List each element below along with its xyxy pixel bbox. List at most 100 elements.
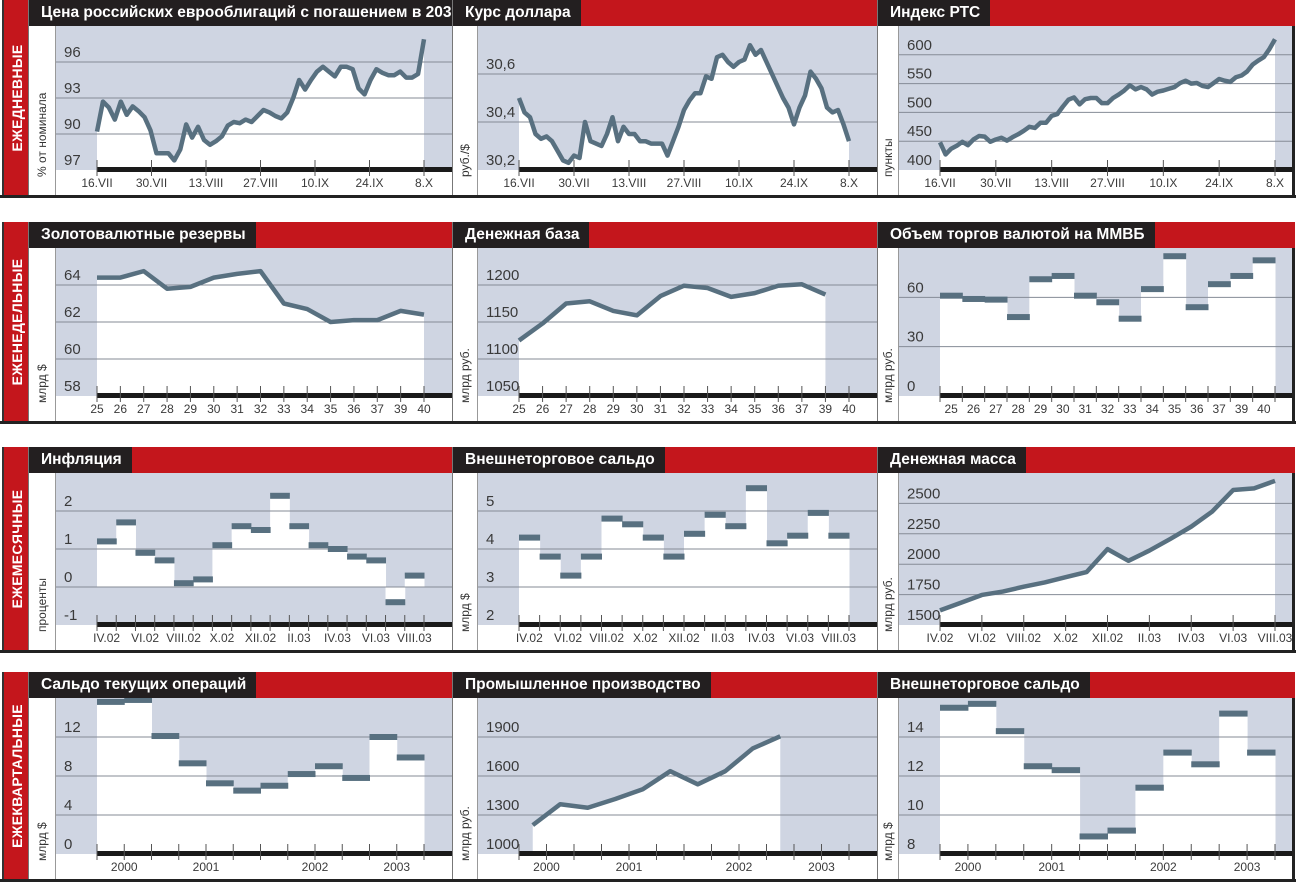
bar-level — [135, 549, 156, 556]
x-tick-label: 35 — [324, 402, 338, 416]
x-tick-label: 35 — [1168, 402, 1182, 416]
x-axis-area — [56, 854, 453, 879]
chart-panel: Внешнеторговое сальдо млрд $ 2 3 4 5 IV.02 VI.0… — [452, 447, 878, 650]
x-tick-label: 16.VII — [924, 176, 955, 190]
x-tick-label: 31 — [1078, 402, 1092, 416]
chart-panel: Инфляция проценты -1 0 1 2 IV.02 VI.02 VIII.02 X.… — [28, 447, 453, 650]
y-axis-label: % от номинала — [35, 92, 49, 177]
x-tick-label: 8.X — [840, 176, 858, 190]
y-axis-label-strip: млрд руб. — [878, 473, 899, 650]
section-divider — [0, 195, 1296, 198]
chart-title: Цена российских еврооблигаций с погашени… — [29, 0, 484, 26]
bar-level — [984, 296, 1008, 303]
y-tick-label: 14 — [907, 719, 924, 736]
x-tick-label: VI.02 — [131, 631, 159, 645]
chart-plot: 8 10 12 14 2000 2001 2002 2003 — [899, 698, 1295, 879]
y-tick-label: 2250 — [907, 516, 940, 533]
bar-level — [807, 509, 829, 516]
x-tick-label: 16.VII — [81, 176, 112, 190]
bar-fill — [1141, 289, 1164, 396]
bar-fill — [1074, 295, 1097, 396]
y-axis-label: млрд руб. — [881, 577, 895, 632]
bar-fill — [231, 526, 252, 587]
x-tick-label: 29 — [607, 402, 621, 416]
y-tick-label: 1750 — [907, 577, 940, 594]
x-tick-label: 36 — [347, 402, 361, 416]
x-tick-label: IV.02 — [93, 631, 120, 645]
bar-fill — [1163, 752, 1192, 854]
y-tick-label: 400 — [907, 152, 932, 169]
bar-fill — [1107, 830, 1136, 854]
x-tick-label: II.03 — [1138, 631, 1162, 645]
section-row: ЕЖЕКВАРТАЛЬНЫЕ Сальдо текущих операций млр… — [0, 672, 1296, 882]
x-tick-label: 2003 — [808, 860, 835, 874]
bar-fill — [270, 495, 290, 587]
bar-fill — [124, 699, 152, 854]
section-row: ЕЖЕНЕДЕЛЬНЫЕ Золотовалютные резервы млрд $… — [0, 222, 1296, 424]
x-axis-baseline — [519, 393, 878, 398]
y-tick-label: 600 — [907, 37, 932, 54]
y-axis-label-strip: руб./$ — [453, 26, 478, 195]
y-axis-label-strip: млрд $ — [29, 698, 56, 879]
section-label: ЕЖЕКВАРТАЛЬНЫЕ — [9, 704, 25, 848]
x-tick-label: 24.IX — [780, 176, 808, 190]
bar-level — [1191, 761, 1220, 768]
x-tick-label: 27 — [559, 402, 573, 416]
chart-panel: Объем торгов валютой на ММВБ млрд руб. 0 30… — [877, 222, 1295, 421]
y-axis-label-strip: млрд $ — [878, 698, 899, 879]
y-tick-label: 1100 — [486, 341, 518, 358]
bar-level — [725, 523, 747, 530]
y-axis-label: млрд $ — [35, 364, 49, 403]
bar-fill — [940, 295, 963, 396]
chart-title-bar: Промышленное производство — [453, 672, 878, 698]
x-tick-label: 2001 — [1038, 860, 1065, 874]
bar-fill — [369, 737, 398, 854]
chart-panel: Промышленное производство млрд руб. 1000 13… — [452, 672, 878, 879]
x-tick-label: 39 — [394, 402, 408, 416]
bar-fill — [519, 537, 541, 625]
x-axis-area — [899, 396, 1295, 421]
section-row: ЕЖЕМЕСЯЧНЫЕ Инфляция проценты -1 0 1 2 IV.02 VI.… — [0, 447, 1296, 653]
x-axis-baseline — [940, 622, 1295, 627]
bar-level — [684, 530, 706, 537]
bar-fill — [404, 575, 425, 587]
bar-level — [206, 780, 234, 787]
bar-fill — [1079, 836, 1108, 854]
bar-fill — [97, 541, 117, 587]
bar-level — [828, 532, 850, 539]
bar-fill — [1118, 318, 1142, 396]
chart-title-bar: Денежная база — [453, 222, 878, 248]
bar-level — [154, 557, 175, 564]
bar-fill — [962, 298, 986, 396]
x-tick-label: IV.02 — [516, 631, 543, 645]
bar-level — [1135, 784, 1164, 791]
y-tick-label: 97 — [64, 152, 81, 169]
bar-level — [173, 580, 194, 587]
series-line — [94, 38, 427, 163]
bar-fill — [1051, 275, 1075, 396]
bar-level — [385, 599, 406, 606]
y-tick-label: 550 — [907, 66, 932, 83]
bar-fill — [135, 552, 156, 587]
x-tick-label: 25 — [944, 402, 958, 416]
x-axis-baseline — [940, 167, 1295, 172]
y-tick-label: 60 — [907, 279, 924, 296]
x-tick-label: 2003 — [1234, 860, 1261, 874]
bar-fill — [1023, 766, 1053, 854]
x-tick-label: 30 — [630, 402, 644, 416]
bar-fill — [1219, 713, 1248, 854]
chart-panel: Золотовалютные резервы млрд $ 58 60 62 64 25 26… — [28, 222, 453, 421]
bar-level — [1079, 833, 1108, 840]
y-tick-label: 30,2 — [486, 152, 515, 169]
bar-fill — [995, 731, 1025, 854]
chart-panel: Денежная масса млрд руб. 1500 1750 2000 2250 2… — [877, 447, 1295, 650]
section-label-band: ЕЖЕМЕСЯЧНЫЕ — [2, 447, 30, 651]
bar-level — [116, 519, 136, 526]
bar-fill — [1247, 752, 1276, 854]
y-axis-label: млрд руб. — [458, 806, 472, 861]
bar-level — [231, 523, 252, 530]
chart-panel: Сальдо текущих операций млрд $ 0 4 8 12 2000 20… — [28, 672, 453, 879]
y-tick-label: 12 — [64, 719, 81, 736]
chart-title-bar: Внешнеторговое сальдо — [453, 447, 878, 473]
y-tick-label: 1300 — [486, 797, 519, 814]
